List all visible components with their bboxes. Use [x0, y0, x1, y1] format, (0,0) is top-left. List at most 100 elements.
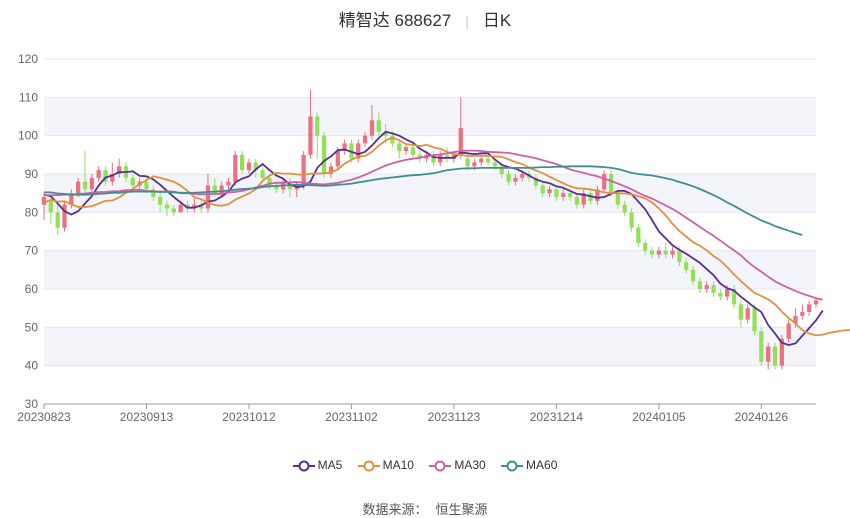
candle-body — [315, 116, 320, 136]
candle-body — [677, 250, 682, 263]
candle-body — [772, 346, 778, 366]
candle-body — [499, 166, 504, 174]
candle-body — [520, 174, 525, 178]
candle-body — [151, 189, 156, 197]
candle-body — [725, 289, 730, 297]
candle-body — [608, 174, 614, 194]
candle-body — [212, 185, 217, 194]
candle-body — [718, 292, 723, 297]
ma-line-ma60 — [44, 165, 803, 236]
candle-body — [807, 304, 812, 312]
candle-body — [629, 212, 634, 228]
candle-body — [622, 204, 627, 213]
candle-body — [260, 170, 265, 178]
stock-name: 精智达 688627 — [338, 11, 452, 30]
period-label: 日K — [482, 11, 512, 30]
candle-body — [246, 162, 252, 171]
source-label: 数据来源： — [362, 502, 428, 517]
grid-band — [44, 250, 816, 289]
x-tick-label: 20231123 — [428, 410, 481, 424]
candle-body — [62, 204, 67, 228]
candle-body — [171, 208, 176, 213]
candle-body — [390, 135, 395, 144]
candle-body — [492, 162, 498, 167]
candle-body — [745, 308, 750, 320]
y-tick-label: 50 — [25, 320, 39, 334]
legend-marker-ma60 — [501, 460, 524, 472]
candle-body — [383, 131, 388, 136]
candle-body — [663, 250, 668, 255]
candlestick-chart: 30 40 50 60 70 80 90 100 110 120 20230823 20230913 2… — [17, 52, 850, 424]
legend-label-ma10: MA10 — [382, 458, 414, 472]
candle-body — [656, 250, 661, 255]
ma-line-ma10 — [43, 136, 850, 337]
candle-body — [649, 250, 655, 255]
candle-body — [362, 135, 368, 144]
legend-marker-ma10 — [357, 460, 380, 472]
candle-body — [267, 177, 272, 186]
y-tick-label: 120 — [18, 52, 38, 66]
candle-body — [89, 177, 94, 190]
candle-body — [226, 181, 231, 186]
candle-body — [48, 200, 53, 213]
candle-body — [670, 250, 675, 255]
candle-body — [158, 197, 163, 205]
data-source: 数据来源： 恒生聚源 — [0, 499, 850, 518]
legend-label-ma60: MA60 — [526, 458, 558, 472]
legend-item-ma10[interactable]: MA10 — [357, 458, 414, 472]
candle-body — [567, 193, 573, 197]
candle-body — [328, 166, 334, 174]
y-tick-label: 110 — [19, 90, 38, 104]
candle-body — [219, 185, 224, 194]
candle-body — [485, 158, 491, 163]
candle-body — [308, 116, 313, 155]
x-tick-label: 20230913 — [120, 410, 174, 424]
grid-band — [44, 327, 816, 366]
candle-body — [444, 154, 450, 159]
candle-body — [554, 189, 559, 197]
candle-body — [711, 285, 716, 293]
candle-body — [800, 312, 805, 316]
candle-body — [690, 269, 696, 282]
candle-body — [684, 262, 689, 270]
x-tick-label: 20231102 — [325, 410, 378, 424]
title-separator: | — [465, 13, 469, 29]
candle-body — [540, 185, 545, 194]
candle-body — [233, 154, 238, 182]
candle-body — [458, 128, 463, 155]
y-tick-label: 30 — [25, 397, 39, 411]
candle-body — [69, 193, 74, 205]
legend-item-ma5[interactable]: MA5 — [292, 458, 342, 472]
legend-marker-ma30 — [429, 460, 452, 472]
legend-item-ma30[interactable]: MA30 — [429, 458, 486, 472]
legend-label-ma30: MA30 — [454, 458, 486, 472]
candle-body — [41, 197, 47, 205]
y-tick-label: 60 — [25, 282, 39, 296]
legend-marker-ma5 — [292, 460, 315, 472]
candle-body — [335, 151, 340, 167]
candle-body — [704, 285, 709, 289]
y-tick-label: 80 — [25, 205, 39, 219]
candle-body — [205, 185, 211, 209]
candle-body — [602, 174, 607, 190]
candle-body — [697, 281, 702, 289]
candle-body — [643, 243, 648, 251]
candle-body — [813, 300, 819, 305]
candle-body — [192, 204, 197, 209]
candle-body — [506, 174, 511, 182]
candle-body — [164, 204, 170, 209]
legend-item-ma60[interactable]: MA60 — [501, 458, 557, 472]
candle-body — [82, 181, 88, 190]
y-tick-label: 40 — [25, 359, 39, 373]
candle-body — [369, 120, 375, 136]
grid-band — [44, 97, 816, 136]
candle-body — [752, 308, 757, 332]
candle-body — [533, 177, 539, 186]
candle-body — [766, 346, 771, 362]
candle-body — [410, 147, 416, 155]
candle-body — [178, 204, 183, 213]
candle-body — [76, 181, 81, 194]
candle-body — [574, 197, 580, 205]
ma-line-ma5 — [43, 130, 824, 346]
x-tick-label: 20231214 — [530, 410, 584, 424]
